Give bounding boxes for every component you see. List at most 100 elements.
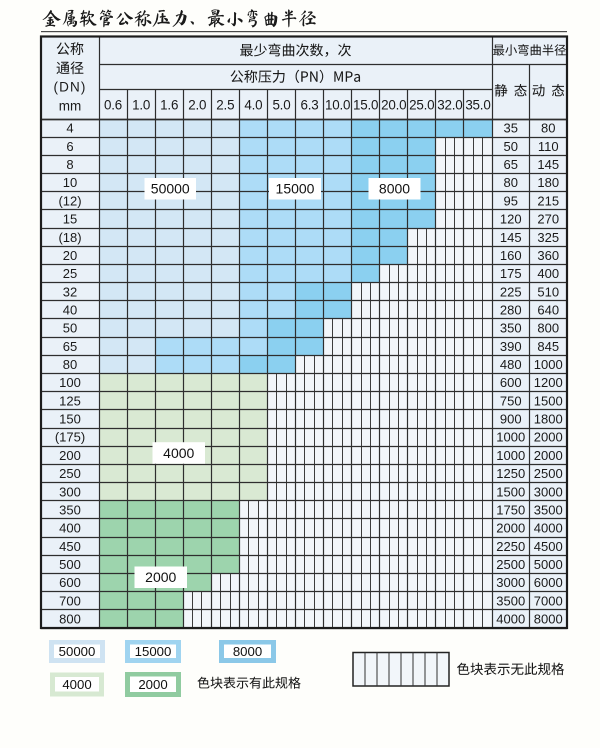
svg-text:1000: 1000 [534,357,563,372]
svg-text:8: 8 [66,157,73,172]
svg-text:200: 200 [59,448,81,463]
svg-text:160: 160 [500,248,522,263]
svg-text:1.0: 1.0 [132,98,150,113]
svg-text:1.6: 1.6 [160,98,178,113]
svg-text:300: 300 [59,484,81,499]
svg-text:800: 800 [537,321,559,336]
svg-text:25.0: 25.0 [409,98,434,113]
svg-text:600: 600 [59,575,81,590]
svg-text:120: 120 [500,212,522,227]
svg-text:400: 400 [537,266,559,281]
svg-text:225: 225 [500,284,522,299]
svg-text:25: 25 [63,266,77,281]
svg-text:350: 350 [59,502,81,517]
svg-text:2.0: 2.0 [188,98,206,113]
svg-text:20.0: 20.0 [381,98,406,113]
svg-text:750: 750 [500,393,522,408]
svg-text:2250: 2250 [496,539,525,554]
svg-text:1750: 1750 [496,502,525,517]
svg-text:6.3: 6.3 [301,98,319,113]
svg-text:250: 250 [59,466,81,481]
svg-text:510: 510 [537,284,559,299]
svg-text:600: 600 [500,375,522,390]
svg-text:65: 65 [63,339,77,354]
svg-text:2000: 2000 [145,569,176,585]
svg-text:10.0: 10.0 [325,98,350,113]
svg-text:270: 270 [537,212,559,227]
svg-text:mm: mm [59,98,82,113]
svg-text:100: 100 [59,375,81,390]
svg-text:4000: 4000 [534,521,563,536]
svg-text:845: 845 [537,339,559,354]
svg-text:110: 110 [538,139,559,154]
svg-text:80: 80 [63,357,77,372]
svg-text:8000: 8000 [233,644,262,659]
svg-text:8000: 8000 [379,181,410,197]
svg-text:(175): (175) [55,430,85,445]
svg-text:2000: 2000 [534,448,563,463]
svg-text:6: 6 [66,139,73,154]
svg-text:350: 350 [500,321,522,336]
svg-text:1500: 1500 [534,393,563,408]
svg-text:3500: 3500 [496,593,525,608]
svg-text:40: 40 [63,302,77,317]
svg-text:3000: 3000 [496,575,525,590]
svg-text:50000: 50000 [151,181,190,197]
svg-text:150: 150 [59,412,81,427]
svg-text:(DN): (DN) [54,79,87,94]
svg-text:480: 480 [500,357,522,372]
svg-text:145: 145 [500,230,522,245]
svg-text:0.6: 0.6 [104,98,122,113]
svg-text:125: 125 [59,393,81,408]
svg-text:50000: 50000 [59,644,96,659]
svg-text:80: 80 [541,121,555,136]
svg-text:15: 15 [63,212,77,227]
svg-text:4.0: 4.0 [244,98,262,113]
svg-text:4000: 4000 [62,677,91,692]
svg-text:5.0: 5.0 [272,98,290,113]
svg-text:145: 145 [537,157,559,172]
svg-text:2000: 2000 [534,430,563,445]
svg-text:2500: 2500 [496,557,525,572]
svg-text:1500: 1500 [496,484,525,499]
svg-text:800: 800 [59,612,81,627]
svg-text:1250: 1250 [496,466,525,481]
svg-text:32: 32 [63,284,77,299]
svg-text:360: 360 [537,248,559,263]
svg-text:80: 80 [504,175,518,190]
svg-text:4: 4 [66,121,73,136]
svg-text:450: 450 [59,539,81,554]
svg-text:5000: 5000 [534,557,563,572]
svg-text:2.5: 2.5 [216,98,234,113]
svg-text:1200: 1200 [534,375,563,390]
svg-text:95: 95 [504,193,518,208]
svg-text:(12): (12) [58,193,81,208]
svg-text:20: 20 [63,248,77,263]
svg-text:1000: 1000 [496,430,525,445]
svg-text:15.0: 15.0 [353,98,378,113]
svg-text:700: 700 [59,593,81,608]
svg-text:900: 900 [500,412,522,427]
svg-text:400: 400 [59,521,81,536]
svg-text:4500: 4500 [534,539,563,554]
svg-text:4000: 4000 [163,445,194,461]
svg-text:6000: 6000 [534,575,563,590]
svg-text:325: 325 [537,230,559,245]
svg-text:(18): (18) [58,230,81,245]
svg-text:3000: 3000 [534,484,563,499]
svg-text:175: 175 [500,266,522,281]
svg-text:15000: 15000 [276,181,315,197]
svg-text:15000: 15000 [135,644,172,659]
svg-text:32.0: 32.0 [437,98,462,113]
svg-text:390: 390 [500,339,522,354]
svg-text:640: 640 [537,302,559,317]
svg-text:35: 35 [504,121,518,136]
svg-text:215: 215 [537,193,559,208]
svg-text:50: 50 [504,139,518,154]
svg-text:65: 65 [504,157,518,172]
svg-text:500: 500 [59,557,81,572]
svg-text:4000: 4000 [496,612,525,627]
svg-text:10: 10 [63,175,77,190]
svg-text:2000: 2000 [138,677,167,692]
svg-text:35.0: 35.0 [465,98,490,113]
